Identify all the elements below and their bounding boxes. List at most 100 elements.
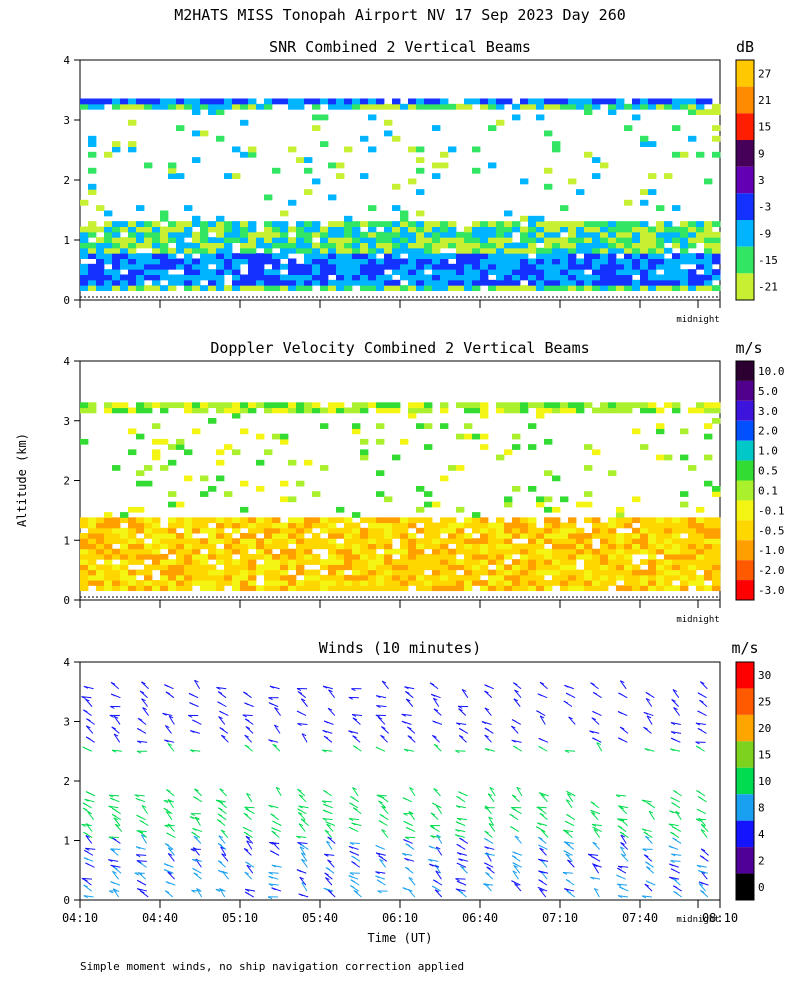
heatmap-cell [232,253,241,259]
heatmap-cell [424,533,433,539]
heatmap-cell [304,569,313,576]
heatmap-cell [392,183,401,190]
heatmap-cell [520,585,529,592]
heatmap-cell [472,564,481,571]
heatmap-cell [632,548,641,555]
heatmap-cell [512,114,521,121]
heatmap-cell [152,585,161,592]
wind-barb [643,726,652,734]
wind-barb [590,809,601,815]
heatmap-cell [216,533,225,539]
heatmap-cell [672,151,681,158]
heatmap-cell [304,522,313,529]
heatmap-cell [176,559,185,565]
heatmap-cell [136,402,145,409]
heatmap-cell [704,548,713,555]
heatmap-cell [208,418,217,424]
heatmap-cell [312,98,321,105]
heatmap-cell [368,548,377,555]
heatmap-cell [232,412,241,419]
heatmap-cell [704,274,713,281]
heatmap-cell [384,253,393,259]
heatmap-cell [208,543,217,550]
heatmap-cell [704,226,713,233]
heatmap-cell [480,559,489,565]
heatmap-cell [224,543,233,550]
heatmap-cell [216,580,225,586]
heatmap-cell [640,247,649,254]
heatmap-cell [704,538,713,544]
heatmap-cell [272,517,281,524]
heatmap-cell [616,98,625,105]
heatmap-cell [472,221,481,227]
heatmap-cell [392,522,401,529]
x-tick-label: 06:40 [462,911,498,925]
heatmap-cell [424,501,433,508]
heatmap-cell [192,522,201,529]
wind-barb [296,835,307,839]
heatmap-cell [264,242,273,249]
wind-barb [324,872,333,880]
heatmap-cell [384,496,393,503]
footnote: Simple moment winds, no ship navigation … [80,960,464,973]
wind-barb [511,739,522,743]
heatmap-cell [152,522,161,529]
heatmap-cell [208,574,217,581]
wind-barb [456,852,467,856]
wind-barb [596,742,603,752]
wind-barb [619,886,629,892]
heatmap-cell [592,585,601,592]
heatmap-cell [592,263,601,270]
heatmap-cell [704,269,713,275]
heatmap-cell [688,517,697,524]
heatmap-cell [248,247,257,254]
heatmap-cell [280,496,289,503]
wind-barb [323,803,333,809]
heatmap-cell [320,407,329,414]
heatmap-cell [328,269,337,275]
heatmap-cell [280,226,289,233]
heatmap-cell [376,470,385,477]
heatmap-cell [248,274,257,281]
heatmap-cell [424,517,433,524]
heatmap-cell [200,285,209,291]
heatmap-cell [656,574,665,581]
heatmap-cell [592,247,601,254]
heatmap-cell [544,402,553,409]
wind-barb [513,698,521,707]
wind-barb [194,679,201,690]
heatmap-cell [608,279,617,286]
heatmap-cell [544,522,553,529]
heatmap-cell [88,279,97,286]
heatmap-cell [520,231,529,238]
heatmap-cell [576,221,585,227]
heatmap-cell [472,247,481,254]
heatmap-cell [576,274,585,281]
wind-barb [108,794,120,798]
wind-barb [136,860,147,864]
heatmap-cell [624,263,633,270]
heatmap-cell [104,247,113,254]
heatmap-cell [272,553,281,560]
heatmap-cells [80,402,721,592]
heatmap-cell [648,279,657,286]
heatmap-cell [392,564,401,571]
heatmap-cell [592,274,601,281]
heatmap-cell [192,402,201,409]
heatmap-cell [368,114,377,121]
heatmap-cell [624,559,633,565]
heatmap-cell [648,263,657,270]
wind-barb [645,697,653,707]
heatmap-cell [408,517,417,524]
heatmap-cell [464,580,473,586]
wind-barb [670,748,681,752]
heatmap-cell [560,574,569,581]
heatmap-cell [104,237,113,243]
heatmap-cell [528,226,537,233]
heatmap-cell [544,98,553,105]
heatmap-cell [472,146,481,153]
heatmap-cell [496,231,505,238]
heatmap-cell [544,274,553,281]
